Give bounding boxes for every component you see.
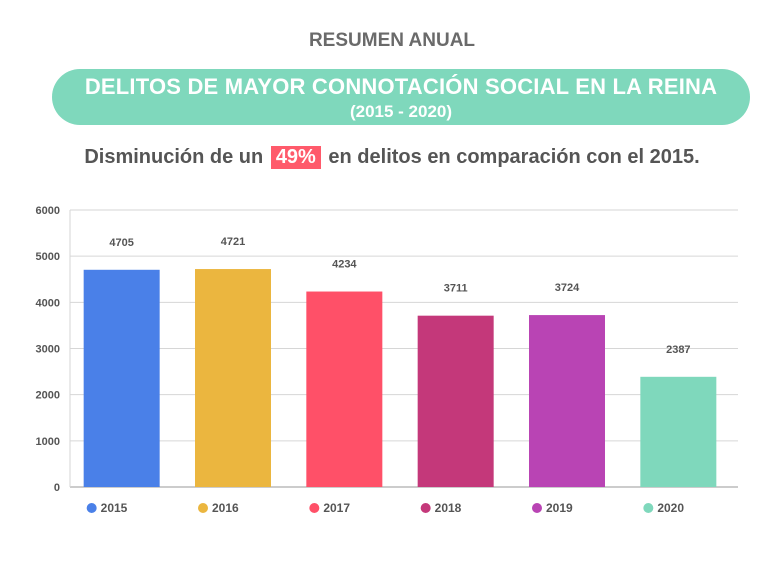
bar	[417, 315, 494, 487]
data-label: 3724	[555, 282, 580, 294]
data-label: 4705	[109, 237, 133, 249]
legend-label: 2015	[101, 501, 128, 515]
legend-swatch	[420, 503, 431, 513]
legend-swatch	[643, 503, 654, 513]
legend-label: 2017	[323, 501, 350, 515]
y-tick-label: 5000	[36, 251, 60, 263]
bar	[529, 315, 605, 487]
legend-swatch	[309, 503, 320, 513]
data-label: 4234	[332, 259, 357, 271]
bar	[83, 269, 160, 487]
summary-text: Disminución de un 49% en delitos en comp…	[0, 146, 784, 169]
bar	[195, 269, 271, 487]
data-label: 3711	[444, 283, 468, 295]
legend-swatch	[198, 503, 208, 513]
legend-label: 2016	[212, 501, 239, 515]
chart-kicker: RESUMEN ANUAL	[308, 30, 476, 51]
y-tick-label: 3000	[36, 344, 60, 356]
summary-prefix: Disminución de un	[84, 146, 264, 168]
y-tick-label: 1000	[36, 436, 60, 448]
legend-label: 2018	[435, 501, 462, 515]
summary-suffix: en delitos en comparación con el 2015.	[328, 146, 700, 168]
bar	[306, 291, 383, 487]
legend-label: 2019	[546, 501, 573, 515]
chart-subtitle: (2015 - 2020)	[349, 102, 453, 121]
data-label: 2387	[666, 344, 690, 356]
bar	[640, 376, 717, 487]
legend-label: 2020	[657, 501, 684, 515]
legend-swatch	[532, 503, 542, 513]
title-banner: DELITOS DE MAYOR CONNOTACIÓN SOCIAL EN L…	[52, 69, 750, 125]
y-tick-label: 4000	[36, 297, 60, 309]
data-label: 4721	[221, 236, 245, 248]
summary-highlight-badge: 49%	[270, 146, 321, 169]
chart-title: DELITOS DE MAYOR CONNOTACIÓN SOCIAL EN L…	[84, 74, 718, 99]
y-tick-label: 2000	[36, 390, 60, 402]
legend-swatch	[86, 503, 97, 513]
y-tick-label: 6000	[36, 205, 60, 217]
y-tick-label: 0	[54, 482, 60, 494]
